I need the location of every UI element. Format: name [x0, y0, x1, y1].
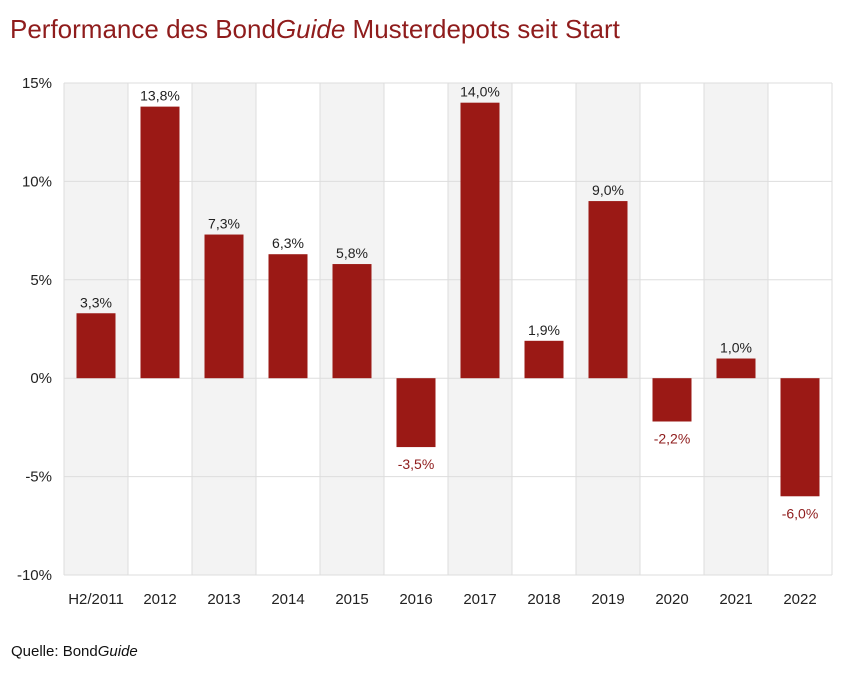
- bar: [76, 313, 116, 379]
- bar: [780, 378, 820, 497]
- bar: [396, 378, 436, 448]
- source-note: Quelle: BondGuide: [11, 643, 138, 660]
- bar: [652, 378, 692, 422]
- title-prefix: Performance des Bond: [10, 14, 276, 44]
- x-tick-label: 2021: [719, 591, 752, 608]
- data-label: 1,9%: [528, 322, 560, 338]
- data-label: 13,8%: [140, 88, 180, 104]
- bar: [588, 201, 628, 379]
- title-suffix: Musterdepots seit Start: [345, 14, 620, 44]
- bar: [268, 254, 308, 379]
- data-label: -6,0%: [782, 505, 819, 521]
- x-tick-label: 2014: [271, 591, 304, 608]
- y-tick-label: 15%: [22, 75, 52, 92]
- data-label: 7,3%: [208, 216, 240, 232]
- x-tick-label: 2022: [783, 591, 816, 608]
- data-label: -2,2%: [654, 430, 691, 446]
- data-label: 14,0%: [460, 84, 500, 100]
- y-tick-label: 10%: [22, 173, 52, 190]
- data-label: 9,0%: [592, 182, 624, 198]
- title-italic: Guide: [275, 14, 346, 44]
- y-tick-label: -10%: [17, 567, 52, 584]
- bar: [332, 264, 372, 379]
- x-tick-label: 2016: [399, 591, 432, 608]
- x-tick-label: H2/2011: [68, 591, 124, 608]
- bar: [524, 340, 564, 379]
- x-tick-label: 2015: [335, 591, 368, 608]
- data-label: 1,0%: [720, 340, 752, 356]
- data-label: 5,8%: [336, 245, 368, 261]
- y-tick-label: 5%: [30, 272, 52, 289]
- background-band: [704, 83, 768, 575]
- x-tick-label: 2017: [463, 591, 496, 608]
- bar: [204, 234, 244, 379]
- y-tick-label: -5%: [25, 469, 52, 486]
- y-tick-label: 0%: [30, 370, 52, 387]
- x-tick-label: 2020: [655, 591, 688, 608]
- bar: [140, 106, 180, 379]
- source-italic: Guide: [97, 643, 138, 660]
- source-prefix: Quelle: Bond: [11, 643, 98, 660]
- x-tick-label: 2018: [527, 591, 560, 608]
- chart-title: Performance des BondGuide Musterdepots s…: [10, 14, 620, 45]
- x-tick-label: 2013: [207, 591, 240, 608]
- data-label: 6,3%: [272, 235, 304, 251]
- data-label: 3,3%: [80, 294, 112, 310]
- bar: [716, 358, 756, 379]
- x-tick-label: 2012: [143, 591, 176, 608]
- x-tick-label: 2019: [591, 591, 624, 608]
- data-label: -3,5%: [398, 456, 435, 472]
- bar: [460, 102, 500, 379]
